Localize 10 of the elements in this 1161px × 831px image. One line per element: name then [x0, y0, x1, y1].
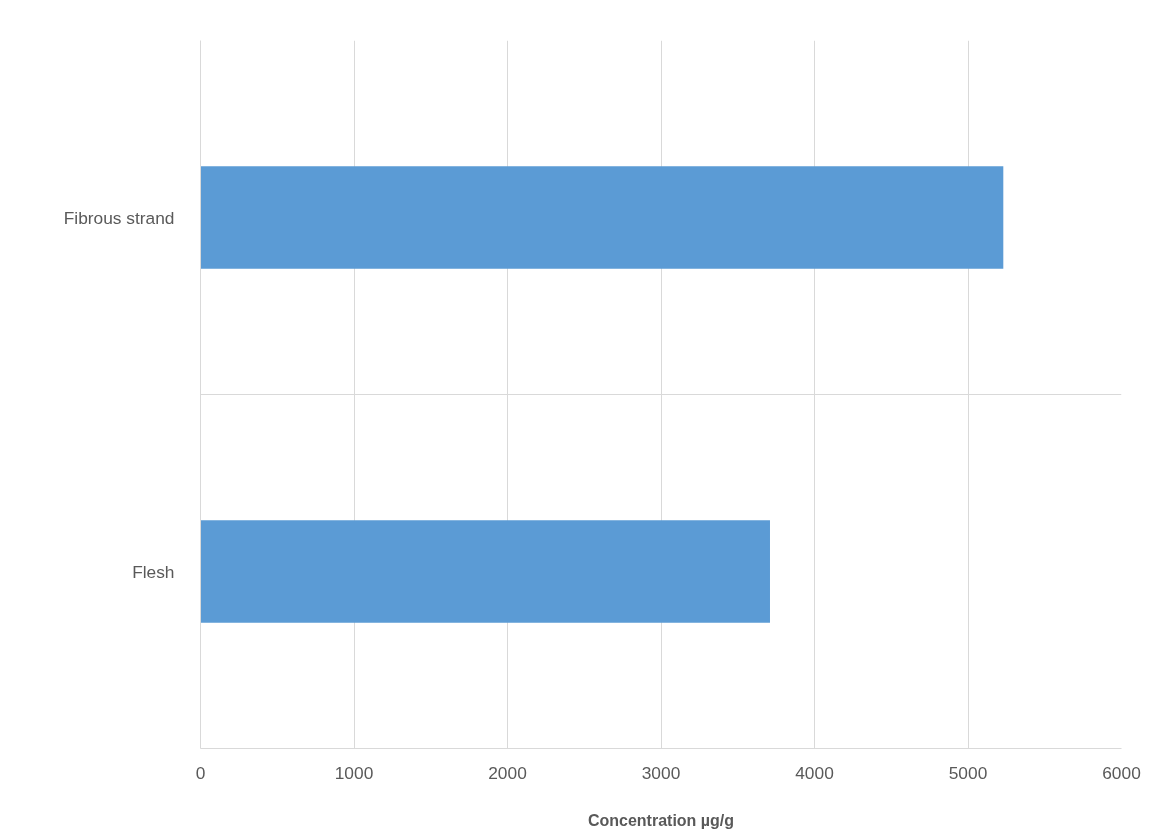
y-tick-label: Fibrous strand — [63, 207, 175, 228]
x-tick-label: 5000 — [948, 762, 988, 783]
x-tick-label: 0 — [195, 762, 206, 783]
y-tick-label: Flesh — [132, 561, 175, 582]
x-tick-label: 3000 — [641, 762, 681, 783]
x-tick-label: 2000 — [488, 762, 527, 783]
x-tick-label: 6000 — [1102, 762, 1141, 783]
x-tick-label: 4000 — [795, 762, 834, 783]
x-tick-label: 1000 — [334, 762, 374, 783]
x-axis-title: Concentration µg/g — [587, 811, 735, 829]
